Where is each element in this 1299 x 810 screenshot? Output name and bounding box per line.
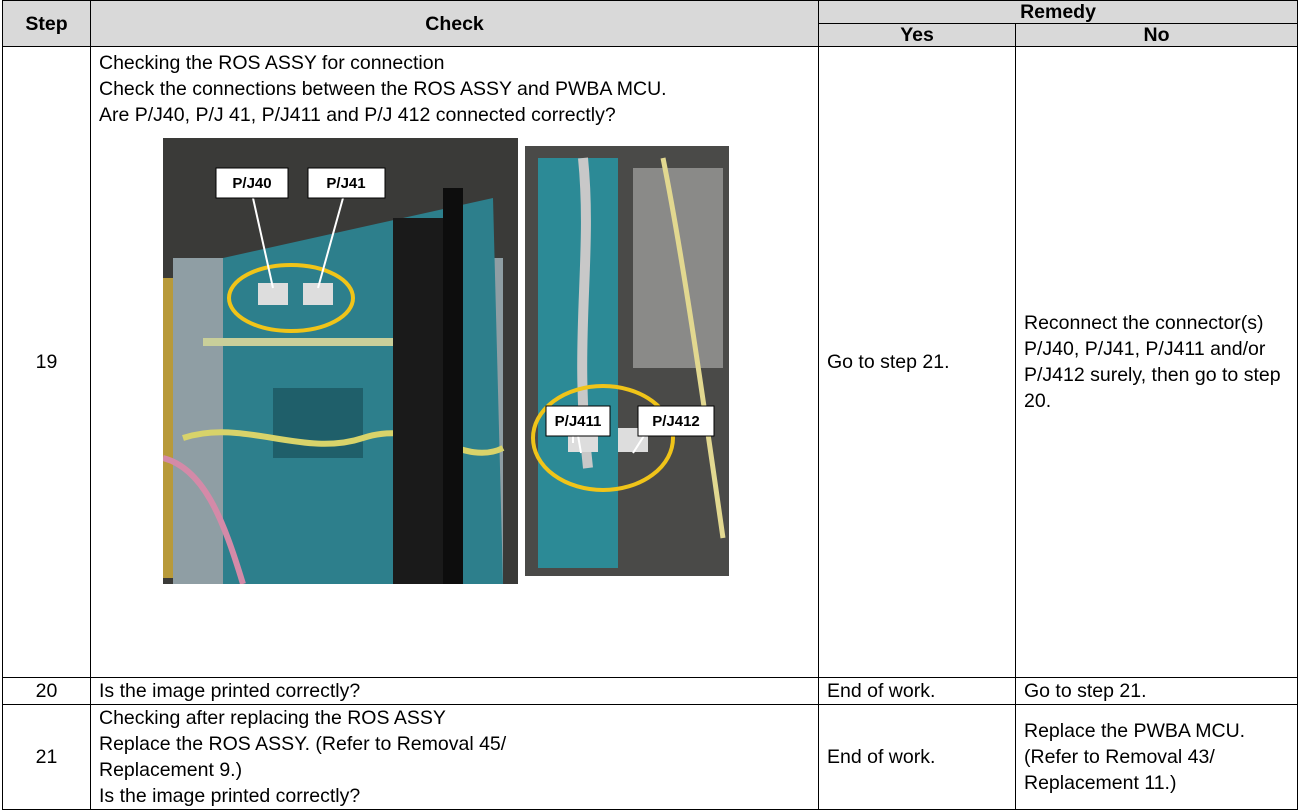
header-step: Step: [2, 0, 91, 47]
no-cell: Reconnect the connector(s) P/J40, P/J41,…: [1015, 46, 1298, 678]
header-remedy: Remedy: [818, 0, 1298, 24]
check-text: Checking after replacing the ROS ASSY: [99, 707, 446, 729]
yes-cell: Go to step 21.: [818, 46, 1016, 678]
header-yes: Yes: [818, 23, 1016, 47]
step-cell: 19: [2, 46, 91, 678]
check-text: Is the image printed correctly?: [99, 785, 361, 807]
check-text: Replace the ROS ASSY. (Refer to Removal …: [99, 733, 507, 781]
yes-cell: End of work.: [818, 677, 1016, 705]
step-cell: 20: [2, 677, 91, 705]
check-cell: Checking after replacing the ROS ASSY Re…: [90, 704, 819, 810]
check-text: Are P/J40, P/J 41, P/J411 and P/J 412 co…: [99, 104, 616, 126]
figure-label: P/J412: [652, 413, 700, 430]
header-check: Check: [90, 0, 819, 47]
step-cell: 21: [2, 704, 91, 810]
header-no: No: [1015, 23, 1298, 47]
connector-photo: P/J40 P/J41 P/J411 P/J412: [163, 138, 735, 584]
check-cell: Checking the ROS ASSY for connection Che…: [90, 46, 819, 678]
no-cell: Go to step 21.: [1015, 677, 1298, 705]
figure-label: P/J41: [326, 175, 365, 192]
check-text: Is the image printed correctly?: [99, 680, 361, 702]
check-text: Checking the ROS ASSY for connection: [99, 52, 445, 74]
figure-label: P/J411: [555, 413, 602, 430]
no-cell: Replace the PWBA MCU. (Refer to Removal …: [1015, 704, 1298, 810]
check-cell: Is the image printed correctly?: [90, 677, 819, 705]
figure-label: P/J40: [232, 175, 271, 192]
check-text: Check the connections between the ROS AS…: [99, 78, 667, 100]
yes-cell: End of work.: [818, 704, 1016, 810]
